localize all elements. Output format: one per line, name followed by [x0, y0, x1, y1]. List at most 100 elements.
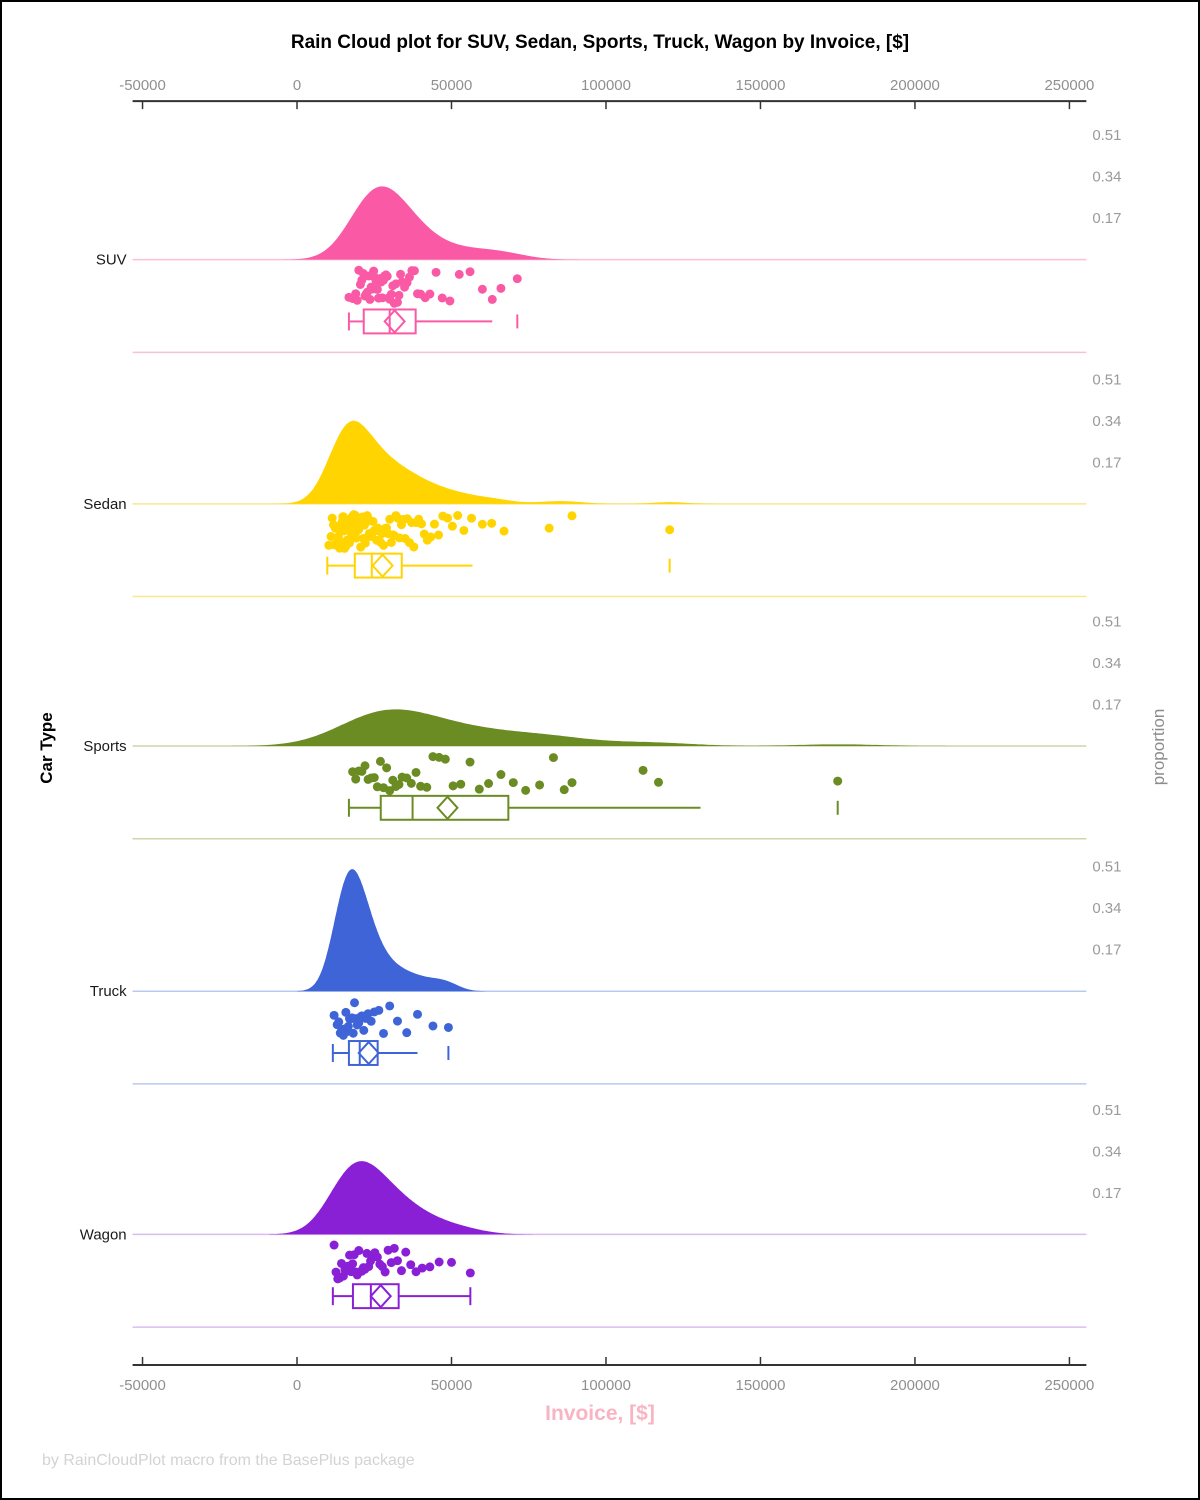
- data-point: [477, 519, 487, 529]
- data-point: [447, 521, 457, 531]
- data-point: [348, 1028, 358, 1038]
- proportion-tick-label: 0.17: [1092, 942, 1121, 959]
- proportion-tick-label: 0.51: [1092, 127, 1121, 144]
- category-label: SUV: [96, 252, 127, 269]
- rain-points: [329, 1240, 475, 1284]
- axis-tick-label: 150000: [736, 77, 786, 94]
- proportion-tick-label: 0.34: [1092, 169, 1121, 186]
- data-point: [406, 778, 416, 788]
- proportion-tick-label: 0.34: [1092, 1143, 1121, 1160]
- data-point: [417, 519, 426, 529]
- data-point: [411, 767, 421, 777]
- y-axis-label-left: Car Type: [37, 712, 56, 784]
- data-point: [409, 542, 419, 552]
- data-point: [559, 785, 569, 795]
- axis-tick-label: -50000: [119, 77, 166, 94]
- data-point: [374, 1005, 384, 1015]
- data-point: [434, 530, 444, 540]
- axis-tick-label: 200000: [890, 1377, 940, 1394]
- proportion-tick-label: 0.17: [1092, 1185, 1121, 1202]
- data-point: [329, 1240, 339, 1250]
- rain-points: [348, 752, 843, 796]
- data-point: [425, 1262, 435, 1272]
- data-point: [484, 779, 494, 788]
- data-point: [467, 513, 477, 523]
- axis-tick-label: 100000: [581, 1377, 631, 1394]
- data-point: [360, 761, 370, 771]
- data-point: [382, 271, 392, 281]
- data-point: [521, 785, 531, 795]
- rain-points: [329, 998, 453, 1040]
- data-point: [437, 293, 447, 303]
- axis-tick-label: 50000: [431, 77, 473, 94]
- axis-tick-label: 150000: [736, 1377, 786, 1394]
- data-point: [833, 776, 843, 786]
- data-point: [443, 1022, 453, 1032]
- density-curve: [269, 1161, 536, 1235]
- category-label: Sports: [83, 738, 126, 755]
- proportion-tick-label: 0.34: [1092, 413, 1121, 430]
- data-point: [392, 1016, 402, 1026]
- box-plot: [331, 1283, 472, 1310]
- density-curve: [277, 420, 721, 504]
- box-plot: [331, 1040, 450, 1066]
- data-point: [389, 1243, 399, 1253]
- data-point: [422, 782, 432, 792]
- data-point: [548, 753, 558, 763]
- data-point: [406, 1260, 416, 1270]
- data-point: [434, 1257, 444, 1267]
- data-point: [396, 1266, 406, 1276]
- x-axis-label: Invoice, [$]: [545, 1402, 655, 1425]
- proportion-tick-label: 0.51: [1092, 371, 1121, 388]
- attribution-footer: by RainCloudPlot macro from the BasePlus…: [42, 1452, 415, 1469]
- data-point: [334, 1017, 344, 1027]
- axis-tick-label: -50000: [119, 1377, 166, 1394]
- proportion-tick-label: 0.34: [1092, 655, 1121, 672]
- data-point: [654, 777, 663, 787]
- panel-sports: 0.51 0.34 0.17 Sports: [83, 613, 1121, 840]
- data-point: [360, 538, 370, 548]
- data-point: [448, 781, 458, 791]
- mean-diamond: [357, 1040, 381, 1066]
- data-point: [402, 1028, 412, 1038]
- data-point: [474, 784, 484, 794]
- category-label: Truck: [90, 983, 127, 1000]
- data-point: [512, 274, 522, 284]
- data-point: [386, 538, 396, 547]
- data-point: [426, 532, 436, 542]
- data-point: [477, 284, 487, 294]
- proportion-tick-label: 0.17: [1092, 210, 1121, 227]
- data-point: [417, 1263, 427, 1273]
- data-point: [508, 778, 518, 788]
- data-point: [429, 519, 439, 529]
- data-point: [366, 1016, 376, 1026]
- data-point: [382, 763, 392, 773]
- x-axis-top: [132, 100, 1087, 110]
- axis-tick-label: 0: [293, 77, 301, 94]
- data-point: [413, 1009, 422, 1019]
- data-point: [487, 518, 497, 528]
- panel-suv: 0.51 0.34 0.17 SUV: [96, 127, 1121, 354]
- rain-points: [344, 265, 522, 308]
- axis-tick-label: 50000: [431, 1377, 473, 1394]
- data-point: [456, 779, 466, 789]
- data-point: [544, 523, 554, 533]
- data-point: [350, 998, 360, 1008]
- axis-tick-label: 250000: [1045, 77, 1095, 94]
- mean-diamond: [383, 308, 406, 334]
- data-point: [351, 533, 361, 543]
- iqr-box: [353, 552, 403, 579]
- data-point: [431, 267, 441, 277]
- data-point: [326, 532, 336, 541]
- mean-diamond: [371, 553, 394, 579]
- chart-title: Rain Cloud plot for SUV, Sedan, Sports, …: [290, 32, 910, 53]
- data-point: [392, 297, 402, 307]
- data-point: [459, 525, 469, 535]
- data-point: [345, 538, 355, 548]
- category-label: Sedan: [83, 496, 126, 513]
- data-point: [454, 269, 464, 279]
- axis-tick-label: 0: [293, 1377, 301, 1394]
- data-point: [375, 756, 385, 766]
- data-point: [379, 1028, 389, 1038]
